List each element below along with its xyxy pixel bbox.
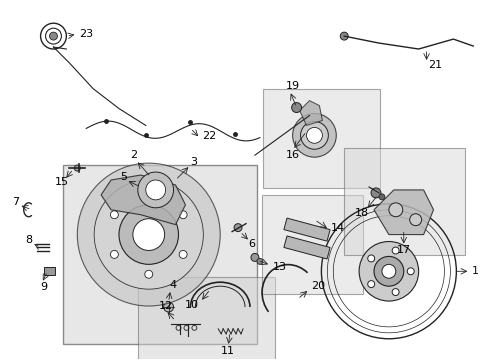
Circle shape <box>306 127 322 143</box>
Circle shape <box>340 32 347 40</box>
Text: 16: 16 <box>285 150 299 160</box>
Circle shape <box>391 247 398 254</box>
Bar <box>284 218 329 241</box>
Circle shape <box>407 268 413 275</box>
Polygon shape <box>101 175 185 225</box>
Circle shape <box>74 165 80 171</box>
Bar <box>63 165 256 344</box>
Circle shape <box>291 103 301 113</box>
Circle shape <box>373 256 403 286</box>
Text: 22: 22 <box>202 131 216 141</box>
Circle shape <box>110 251 118 258</box>
Text: 12: 12 <box>158 301 172 311</box>
Text: 17: 17 <box>396 246 410 256</box>
Bar <box>43 267 55 275</box>
Circle shape <box>77 163 220 306</box>
Text: 15: 15 <box>54 177 68 187</box>
Text: 23: 23 <box>79 29 93 39</box>
Circle shape <box>358 242 418 301</box>
Text: 7: 7 <box>12 197 20 207</box>
Circle shape <box>110 211 118 219</box>
Text: 21: 21 <box>427 60 442 70</box>
Polygon shape <box>373 190 433 235</box>
Circle shape <box>409 214 421 226</box>
Circle shape <box>381 264 395 278</box>
Bar <box>263 89 379 188</box>
Text: 5: 5 <box>120 172 127 182</box>
Circle shape <box>367 281 374 288</box>
Circle shape <box>49 32 57 40</box>
Circle shape <box>119 205 178 264</box>
Circle shape <box>256 258 263 264</box>
Circle shape <box>300 121 327 149</box>
Circle shape <box>145 180 165 200</box>
Circle shape <box>234 224 242 231</box>
Circle shape <box>179 251 187 258</box>
Circle shape <box>163 302 173 312</box>
Circle shape <box>138 172 173 208</box>
Text: 8: 8 <box>25 234 32 244</box>
Text: 18: 18 <box>354 208 368 218</box>
Text: 3: 3 <box>189 157 197 167</box>
Polygon shape <box>299 100 322 125</box>
Bar <box>262 195 362 294</box>
Text: 14: 14 <box>331 222 345 233</box>
Bar <box>138 277 274 360</box>
Text: 6: 6 <box>248 239 255 248</box>
Circle shape <box>144 270 152 278</box>
Text: 9: 9 <box>40 282 47 292</box>
Circle shape <box>250 253 258 261</box>
Text: 20: 20 <box>311 281 325 291</box>
Circle shape <box>133 219 164 251</box>
Text: 11: 11 <box>221 346 235 356</box>
Circle shape <box>144 191 152 199</box>
Circle shape <box>388 203 402 217</box>
Circle shape <box>179 211 187 219</box>
Circle shape <box>292 113 336 157</box>
Text: 10: 10 <box>184 300 198 310</box>
Text: 19: 19 <box>285 81 299 91</box>
Text: 1: 1 <box>471 266 478 276</box>
Circle shape <box>94 180 203 289</box>
Circle shape <box>378 194 384 200</box>
Circle shape <box>367 255 374 262</box>
Text: 2: 2 <box>130 150 137 160</box>
Circle shape <box>370 188 380 198</box>
Text: 4: 4 <box>169 280 176 290</box>
Bar <box>344 148 464 255</box>
Bar <box>284 236 329 259</box>
Text: 13: 13 <box>272 262 286 272</box>
Circle shape <box>391 289 398 296</box>
